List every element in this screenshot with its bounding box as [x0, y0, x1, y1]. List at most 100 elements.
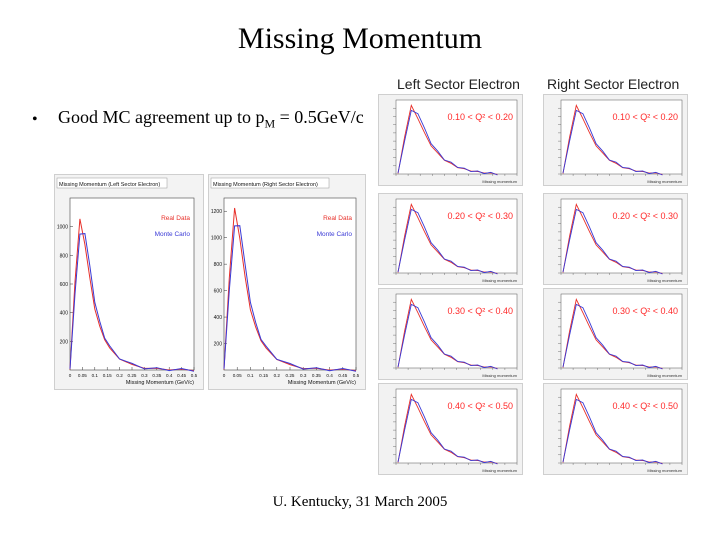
- small-series-mc: [397, 109, 498, 176]
- y-tick-label: 400: [214, 315, 223, 321]
- x-tick-label: 0.4: [166, 373, 173, 378]
- small-plot-left-row4: Missing momentum 0.40 < Q² < 0.50: [378, 383, 523, 475]
- small-plot-right-row3: Missing momentum 0.30 < Q² < 0.40: [543, 288, 688, 380]
- x-tick-label: 0.1: [247, 373, 254, 378]
- y-tick-label: 800: [60, 253, 69, 259]
- y-tick-label: 600: [214, 289, 223, 295]
- x-axis-label: Missing Momentum (GeV/c): [288, 380, 356, 386]
- x-tick-label: 0.2: [274, 373, 281, 378]
- bullet-prefix: Good MC agreement up to p: [58, 107, 265, 127]
- bullet-text: Good MC agreement up to pM = 0.5GeV/c: [58, 107, 364, 132]
- small-x-label: Missing momentum: [482, 373, 517, 378]
- small-plot-svg: Missing momentum 0.30 < Q² < 0.40: [378, 288, 523, 380]
- small-plot-svg: Missing momentum 0.40 < Q² < 0.50: [543, 383, 688, 475]
- small-plot-svg: Missing momentum 0.30 < Q² < 0.40: [543, 288, 688, 380]
- big-plot-left-svg: Missing Momentum (Left Sector Electron) 2…: [54, 174, 204, 390]
- big-plot-left: Missing Momentum (Left Sector Electron) 2…: [54, 174, 204, 390]
- bullet-icon: •: [32, 111, 38, 128]
- small-plot-svg: Missing momentum 0.10 < Q² < 0.20: [378, 94, 523, 186]
- q2-range-label: 0.20 < Q² < 0.30: [447, 211, 513, 221]
- q2-range-label: 0.40 < Q² < 0.50: [447, 401, 513, 411]
- small-plot-right-row2: Missing momentum 0.20 < Q² < 0.30: [543, 193, 688, 285]
- x-tick-label: 0.2: [116, 373, 123, 378]
- x-tick-label: 0.05: [78, 373, 87, 378]
- left-sector-label: Left Sector Electron: [397, 76, 520, 92]
- x-tick-label: 0.4: [326, 373, 333, 378]
- x-tick-label: 0.35: [312, 373, 321, 378]
- small-plot-left-row3: Missing momentum 0.30 < Q² < 0.40: [378, 288, 523, 380]
- small-plot-svg: Missing momentum 0.10 < Q² < 0.20: [543, 94, 688, 186]
- plot-title: Missing Momentum (Left Sector Electron): [59, 182, 160, 188]
- bullet-suffix: = 0.5GeV/c: [275, 107, 364, 127]
- footer-text: U. Kentucky, 31 March 2005: [272, 494, 448, 510]
- small-x-label: Missing momentum: [647, 373, 682, 378]
- small-x-label: Missing momentum: [482, 179, 517, 184]
- q2-range-label: 0.10 < Q² < 0.20: [612, 112, 678, 122]
- small-series-mc: [562, 398, 663, 465]
- y-tick-label: 800: [214, 262, 223, 268]
- y-tick-label: 200: [214, 342, 223, 348]
- small-plot-svg: Missing momentum 0.20 < Q² < 0.30: [378, 193, 523, 285]
- q2-range-label: 0.30 < Q² < 0.40: [612, 306, 678, 316]
- x-tick-label: 0.15: [103, 373, 112, 378]
- small-plot-left-row2: Missing momentum 0.20 < Q² < 0.30: [378, 193, 523, 285]
- small-x-label: Missing momentum: [647, 468, 682, 473]
- small-x-label: Missing momentum: [482, 278, 517, 283]
- x-tick-label: 0.5: [353, 373, 360, 378]
- y-tick-label: 600: [60, 282, 69, 288]
- y-tick-label: 1200: [211, 209, 222, 215]
- x-tick-label: 0.05: [233, 373, 242, 378]
- small-x-label: Missing momentum: [482, 468, 517, 473]
- legend-entry: Monte Carlo: [155, 231, 191, 238]
- small-series-mc: [562, 109, 663, 176]
- small-plot-svg: Missing momentum 0.40 < Q² < 0.50: [378, 383, 523, 475]
- y-tick-label: 200: [60, 339, 69, 345]
- small-plot-right-row1: Missing momentum 0.10 < Q² < 0.20: [543, 94, 688, 186]
- plot-title-box: [56, 177, 168, 189]
- series-line-monte-carlo: [69, 233, 195, 372]
- q2-range-label: 0.10 < Q² < 0.20: [447, 112, 513, 122]
- x-tick-label: 0.1: [92, 373, 99, 378]
- slide-title: Missing Momentum: [237, 22, 483, 55]
- right-sector-label: Right Sector Electron: [547, 76, 680, 92]
- q2-range-label: 0.20 < Q² < 0.30: [612, 211, 678, 221]
- plot-title-box: [210, 177, 330, 189]
- plot-area: [69, 197, 195, 371]
- series-line-monte-carlo: [223, 225, 357, 372]
- x-tick-label: 0: [223, 373, 226, 378]
- small-x-label: Missing momentum: [647, 179, 682, 184]
- big-plot-right: Missing Momentum (Right Sector Electron)…: [208, 174, 366, 390]
- x-tick-label: 0.15: [259, 373, 268, 378]
- x-tick-label: 0.45: [338, 373, 347, 378]
- legend-entry: Real Data: [323, 215, 352, 222]
- y-tick-label: 1000: [57, 225, 68, 231]
- x-tick-label: 0.25: [286, 373, 295, 378]
- x-tick-label: 0.45: [177, 373, 186, 378]
- small-series-mc: [562, 208, 663, 275]
- small-plot-right-row4: Missing momentum 0.40 < Q² < 0.50: [543, 383, 688, 475]
- small-series-mc: [397, 208, 498, 275]
- y-tick-label: 1000: [211, 236, 222, 242]
- small-series-mc: [397, 303, 498, 370]
- legend-entry: Real Data: [161, 215, 190, 222]
- x-tick-label: 0.3: [141, 373, 148, 378]
- x-tick-label: 0.35: [152, 373, 161, 378]
- x-axis-label: Missing Momentum (GeV/c): [126, 380, 194, 386]
- plot-title: Missing Momentum (Right Sector Electron): [213, 182, 318, 188]
- big-plot-right-svg: Missing Momentum (Right Sector Electron)…: [208, 174, 366, 390]
- plot-area: [223, 197, 357, 371]
- small-plot-svg: Missing momentum 0.20 < Q² < 0.30: [543, 193, 688, 285]
- q2-range-label: 0.30 < Q² < 0.40: [447, 306, 513, 316]
- x-tick-label: 0.3: [300, 373, 307, 378]
- x-tick-label: 0.5: [191, 373, 198, 378]
- small-series-mc: [562, 303, 663, 370]
- small-plot-left-row1: Missing momentum 0.10 < Q² < 0.20: [378, 94, 523, 186]
- bullet-subscript: M: [264, 116, 276, 131]
- small-series-mc: [397, 398, 498, 465]
- q2-range-label: 0.40 < Q² < 0.50: [612, 401, 678, 411]
- x-tick-label: 0.25: [128, 373, 137, 378]
- legend-entry: Monte Carlo: [317, 231, 353, 238]
- y-tick-label: 400: [60, 311, 69, 317]
- small-x-label: Missing momentum: [647, 278, 682, 283]
- x-tick-label: 0: [69, 373, 72, 378]
